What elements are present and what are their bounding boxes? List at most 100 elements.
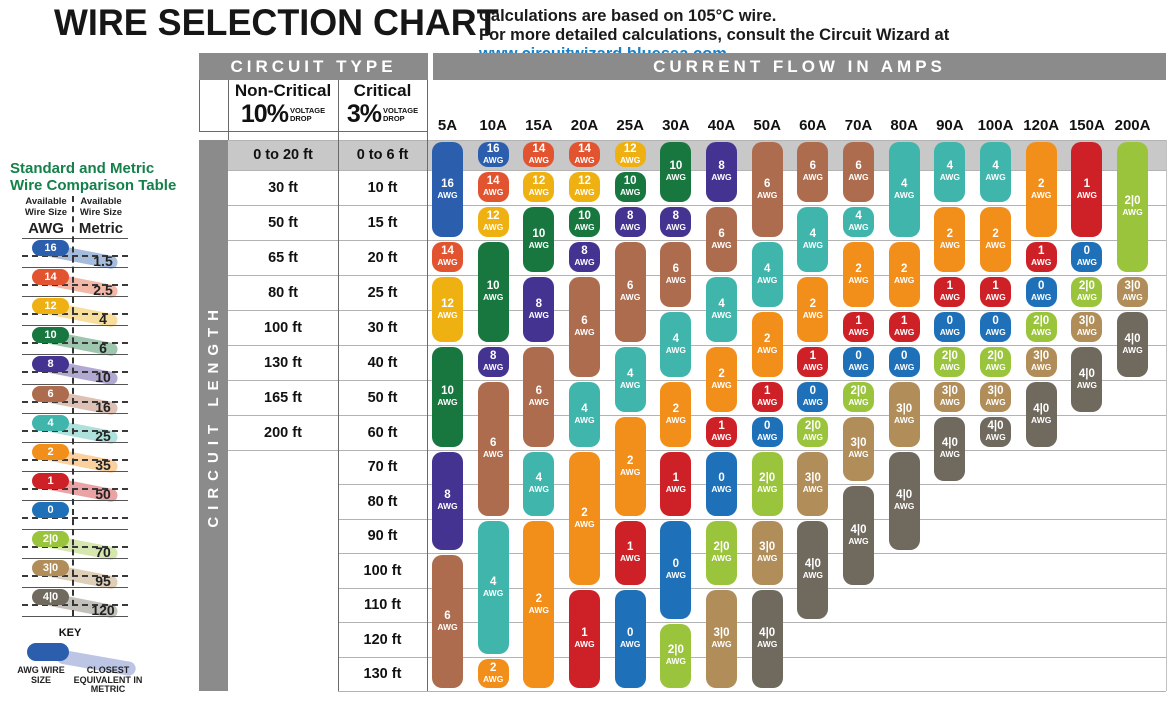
wire-gauge-unit: AWG [1031,414,1052,425]
comparison-row-divider [22,470,128,472]
wire-gauge-cell: 2 AWG [523,521,555,688]
wire-gauge-unit: AWG [711,239,732,250]
wire-gauge-value: 0 [1083,245,1091,257]
grid-line [338,519,1166,520]
wire-gauge-unit: AWG [665,656,686,666]
wire-gauge-cell: 4 AWG [843,207,875,237]
wire-gauge-unit: AWG [437,621,458,632]
wire-gauge-unit: AWG [711,639,732,649]
wire-gauge-value: 2 [763,332,771,345]
wire-gauge-unit: AWG [985,292,1006,302]
wire-gauge-value: 2 [626,454,634,467]
wire-gauge-cell: 8 AWG [432,452,463,550]
wire-gauge-value: 2|0 [759,472,776,484]
wire-gauge-unit: AWG [483,222,504,232]
wire-gauge-cell: 2 AWG [706,347,738,412]
wire-gauge-cell: 2 AWG [980,207,1012,272]
wire-gauge-unit: AWG [665,274,686,285]
length-label-critical: 120 ft [363,631,402,648]
wire-gauge-value: 12 [532,175,546,187]
wire-gauge-unit: AWG [894,362,915,372]
wire-gauge-unit: AWG [985,362,1006,372]
grid-line [228,275,1166,276]
wire-gauge-cell: 2|0 AWG [1025,312,1057,342]
wire-gauge-value: 4 [900,177,908,190]
comparison-row-divider [22,529,128,530]
wire-gauge-value: 4 [626,367,634,380]
wire-gauge-value: 0 [900,350,908,362]
wire-gauge-cell: 4|0 AWG [1025,382,1057,447]
wire-gauge-unit: AWG [757,484,778,494]
wire-gauge-cell: 4 AWG [888,142,920,237]
wire-gauge-value: 2|0 [850,385,867,397]
wire-gauge-cell: 2 AWG [1025,142,1057,237]
awg-column-header: Available Wire Size AWG [24,196,68,237]
wire-gauge-value: 4 [809,227,817,240]
wire-gauge-cell: 2|0 AWG [980,347,1012,377]
wire-gauge-value: 4|0 [941,437,958,449]
wire-gauge-cell: 6 AWG [660,242,692,307]
wire-gauge-cell: 10 AWG [432,347,463,447]
wire-gauge-value: 6 [718,227,725,240]
wire-gauge-unit: AWG [848,397,869,407]
wire-gauge-unit: AWG [1031,189,1052,200]
wire-gauge-value: 2|0 [667,644,684,656]
wire-gauge-value: 4|0 [1078,367,1095,380]
wire-gauge-cell: 8 AWG [477,347,509,377]
wire-gauge-cell: 12 AWG [614,142,646,167]
wire-gauge-unit: AWG [985,172,1006,182]
wire-gauge-unit: AWG [848,327,869,337]
wire-gauge-cell: 2|0 AWG [797,417,829,447]
amp-column-label: 200A [1114,117,1151,134]
wire-gauge-cell: 4|0 AWG [1117,312,1149,377]
wire-gauge-value: 4 [763,262,771,275]
wire-gauge-unit: AWG [939,449,961,459]
wire-gauge-unit: AWG [757,344,778,355]
wire-gauge-value: 1 [1083,177,1091,190]
wire-gauge-unit: AWG [483,673,504,684]
sidebar-awg-pill: 2|0 [32,531,69,547]
wire-gauge-cell: 4|0 AWG [751,590,783,688]
wire-gauge-unit: AWG [528,484,549,494]
wire-gauge-value: 1 [809,350,817,362]
length-label-critical: 30 ft [367,319,398,336]
wire-gauge-value: 1 [855,315,862,327]
wire-gauge-cell: 4 AWG [934,142,966,202]
wire-gauge-cell: 12 AWG [477,207,509,237]
wire-gauge-value: 8 [718,160,725,172]
wire-gauge-value: 6 [626,280,634,292]
wire-gauge-unit: AWG [1031,292,1052,302]
wire-gauge-cell: 0 AWG [1071,242,1103,272]
comparison-row-divider [22,325,128,327]
wire-gauge-cell: 2|0 AWG [660,624,692,688]
wire-gauge-value: 6 [489,437,497,449]
sidebar-awg-pill: 0 [32,501,69,518]
wire-gauge-cell: 0 AWG [888,347,920,377]
wire-gauge-cell: 16 AWG [432,142,463,237]
wire-gauge-unit: AWG [848,449,869,459]
wire-gauge-cell: 2|0 AWG [751,452,783,516]
comparison-dashed-line [22,371,128,374]
wire-gauge-unit: AWG [848,274,869,285]
wire-gauge-unit: AWG [620,187,641,197]
wire-gauge-value: 6 [855,160,862,172]
wire-gauge-value: 1 [626,541,634,553]
sidebar-awg-pill: 8 [32,356,69,373]
wire-gauge-value: 4 [855,210,862,222]
wire-gauge-value: 2 [809,297,817,310]
wire-gauge-cell: 1 AWG [888,312,920,342]
wire-gauge-unit: AWG [528,397,549,407]
amp-column-label: 80A [890,117,918,134]
wire-gauge-unit: AWG [574,187,595,197]
wire-gauge-cell: 4 AWG [797,207,829,272]
length-label-critical: 10 ft [367,179,398,196]
wire-gauge-cell: 2|0 AWG [843,382,875,412]
table-border [199,80,200,132]
wire-gauge-value: 1 [672,472,680,484]
grid-line [228,345,1166,346]
wire-gauge-unit: AWG [620,639,641,649]
length-label-critical: 80 ft [367,493,398,510]
wire-gauge-cell: 3|0 AWG [1117,277,1149,307]
comparison-dashed-line [22,313,128,316]
